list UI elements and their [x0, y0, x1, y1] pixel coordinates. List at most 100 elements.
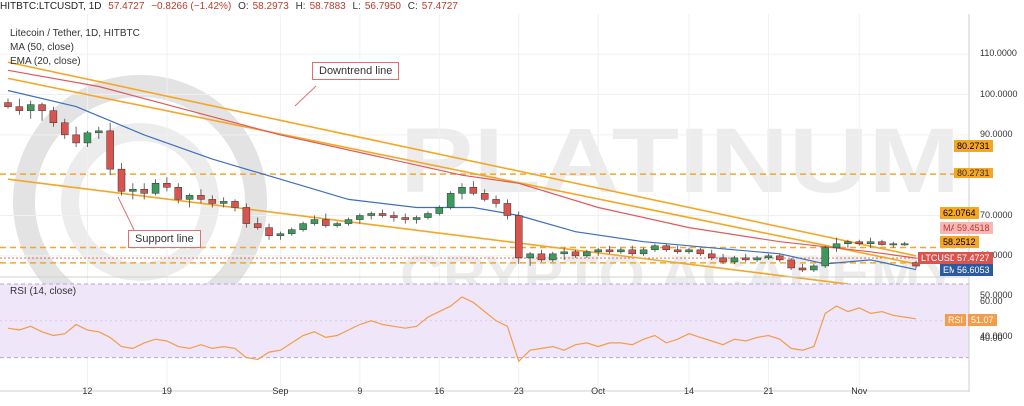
candle-body	[219, 201, 228, 204]
candle-body	[401, 217, 409, 220]
candle-body	[900, 243, 909, 246]
watermark: PLATINUM CRYPTO ACADEMY	[13, 75, 960, 329]
candle-body	[594, 249, 602, 253]
rsi-panel	[0, 283, 969, 363]
candle-body	[866, 241, 875, 245]
candle-body	[696, 249, 705, 255]
candle-body	[753, 257, 761, 261]
time-tick-label: 21	[763, 386, 774, 396]
candle-body	[515, 215, 523, 259]
candle-body	[253, 223, 262, 228]
high-label: H:	[295, 1, 306, 12]
price-change: −0.8266 (−1.42%)	[151, 1, 232, 12]
candle-body	[742, 257, 750, 261]
candle-body	[526, 253, 534, 259]
candle-body	[912, 262, 920, 267]
candle-body	[469, 187, 478, 194]
rsi-line	[7, 296, 917, 363]
candle-body	[458, 187, 466, 194]
candle-body	[424, 213, 432, 218]
candle-body	[855, 241, 863, 245]
candle-body	[367, 213, 375, 216]
time-tick-label: Sep	[272, 386, 289, 396]
candle-body	[310, 219, 319, 224]
candle-body	[503, 203, 512, 216]
candle-body	[583, 251, 591, 257]
open-label: O:	[238, 1, 249, 12]
candle-body	[151, 183, 160, 194]
watermark-title: PLATINUM	[400, 110, 960, 212]
price-tick-label: 50.0000	[980, 290, 1013, 301]
candle-body	[878, 241, 886, 245]
candle-body	[537, 253, 546, 261]
candle-body	[617, 249, 625, 253]
candle-body	[333, 223, 341, 226]
candle-body	[798, 267, 807, 271]
candle-body	[662, 245, 671, 251]
candle-body	[95, 130, 103, 134]
candle-body	[61, 122, 69, 136]
candle-body	[571, 251, 580, 257]
candle-body	[685, 249, 693, 253]
candle-body	[15, 106, 24, 111]
price-chart[interactable]: PLATINUM CRYPTO ACADEMY	[0, 14, 1024, 406]
candle-body	[49, 110, 58, 124]
candle-body	[276, 233, 285, 236]
candle-body	[776, 255, 784, 261]
candle-body	[844, 241, 852, 245]
candle-body	[480, 193, 489, 200]
candle-body	[72, 134, 80, 144]
price-tick-label: 70.0000	[980, 209, 1013, 220]
candle-body	[288, 229, 296, 234]
candle-body	[549, 253, 557, 261]
symbol-label: HITBTC:LTCUSDT, 1D	[0, 1, 102, 12]
candle-body	[117, 168, 126, 192]
candle-body	[787, 259, 795, 269]
price-tag: 80.2731	[954, 140, 993, 152]
ema-legend: EMA (20, close)	[10, 56, 81, 67]
candle-body	[810, 265, 818, 271]
time-tick-label: 19	[161, 386, 172, 396]
ema20-line	[7, 89, 917, 271]
rsi-legend: RSI (14, close)	[10, 286, 77, 297]
open-value: 58.2973	[252, 1, 289, 12]
candle-body	[605, 249, 614, 253]
low-label: L:	[352, 1, 361, 12]
downtrend-pointer	[294, 85, 317, 107]
candle-body	[38, 104, 46, 111]
trendline	[7, 77, 917, 265]
candle-body	[129, 189, 137, 192]
candle-body	[197, 195, 205, 200]
rsi-tick-label: 40.00	[980, 333, 1003, 344]
trendline	[7, 61, 917, 257]
price-tag: 57.4727	[954, 252, 993, 264]
candle-body	[730, 257, 739, 263]
price-tag: 59.4518	[954, 222, 993, 234]
support-annotation: Support line	[128, 230, 201, 248]
support-pointer	[117, 196, 137, 235]
time-tick-label: 14	[683, 386, 695, 396]
candle-body	[208, 199, 217, 204]
time-tick-label: Nov	[851, 386, 868, 396]
price-tag: 56.6053	[954, 264, 993, 276]
candle-body	[356, 215, 364, 220]
trendline	[7, 178, 848, 285]
candle-body	[140, 189, 148, 194]
price-tag: LTCUSDT	[918, 252, 965, 264]
candle-body	[446, 193, 455, 208]
candle-body	[163, 183, 171, 188]
candle-body	[673, 249, 682, 253]
price-tick-label: 90.0000	[980, 128, 1013, 139]
price-tick-label: 60.0000	[980, 249, 1013, 260]
candle-body	[435, 207, 444, 214]
close-label: C:	[407, 1, 418, 12]
candle-body	[412, 217, 421, 220]
rsi-tag-name: RSI	[945, 314, 967, 326]
moving-averages	[7, 69, 917, 271]
ohlc-header: HITBTC:LTCUSDT, 1D 57.4727 −0.8266 (−1.4…	[0, 0, 1024, 14]
candle-body	[832, 243, 841, 249]
chart-title: Litecoin / Tether, 1D, HITBTC	[10, 28, 140, 39]
candle-body	[231, 201, 239, 208]
low-value: 56.7950	[364, 1, 401, 12]
time-tick-label: 16	[434, 386, 445, 396]
